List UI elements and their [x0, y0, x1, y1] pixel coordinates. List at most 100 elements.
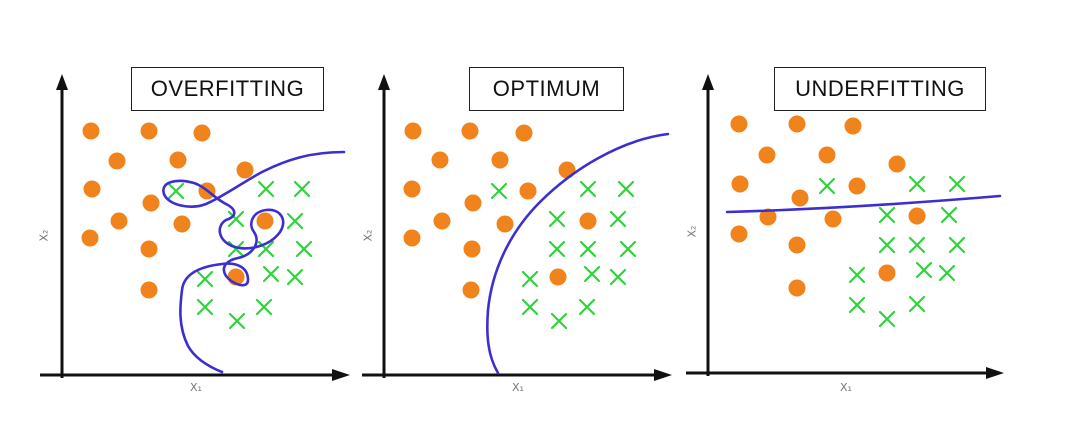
optimum-green-cross-5 — [609, 210, 627, 228]
underfitting-green-cross-4 — [878, 206, 896, 224]
underfitting-orange-point-13 — [730, 225, 748, 243]
underfitting-x-axis-arrow — [986, 367, 1004, 379]
overfitting-green-cross-3 — [293, 180, 311, 198]
underfitting-x-axis-label: X₁ — [840, 381, 852, 394]
optimum-green-cross-3 — [617, 180, 635, 198]
optimum-orange-point-4 — [431, 151, 449, 169]
underfitting-orange-point-10 — [759, 208, 777, 226]
underfitting-title: UNDERFITTING — [774, 67, 986, 111]
overfitting-green-cross-13 — [228, 312, 246, 330]
overfitting-green-cross-11 — [196, 270, 214, 288]
overfitting-decision-boundary — [162, 150, 346, 374]
optimum-green-cross-11 — [521, 270, 539, 288]
optimum-green-cross-14 — [578, 298, 596, 316]
overfitting-orange-point-11 — [173, 215, 191, 233]
overfitting-green-cross-5 — [286, 212, 304, 230]
overfitting-orange-point-13 — [81, 229, 99, 247]
optimum-orange-point-10 — [433, 212, 451, 230]
overfitting-green-cross-1 — [167, 182, 185, 200]
optimum-orange-point-8 — [464, 194, 482, 212]
optimum-green-cross-4 — [548, 210, 566, 228]
underfitting-green-cross-8 — [948, 236, 966, 254]
underfitting-green-cross-10 — [938, 264, 956, 282]
optimum-green-cross-12 — [521, 298, 539, 316]
optimum-green-cross-10 — [609, 268, 627, 286]
overfitting-orange-point-8 — [142, 194, 160, 212]
underfitting-orange-point-7 — [731, 175, 749, 193]
optimum-orange-point-13 — [403, 229, 421, 247]
underfitting-green-cross-14 — [908, 295, 926, 313]
underfitting-orange-point-8 — [791, 189, 809, 207]
optimum-orange-point-5 — [491, 151, 509, 169]
overfitting-green-cross-9 — [262, 265, 280, 283]
optimum-x-axis-arrow — [654, 369, 672, 381]
overfitting-orange-point-7 — [83, 180, 101, 198]
underfitting-green-cross-9 — [915, 261, 933, 279]
overfitting-green-cross-12 — [196, 298, 214, 316]
overfitting-x-axis-label: X₁ — [190, 381, 202, 394]
optimum-orange-point-6 — [558, 161, 576, 179]
underfitting-green-cross-7 — [908, 236, 926, 254]
overfitting-green-cross-10 — [286, 268, 304, 286]
underfitting-orange-point-12 — [908, 207, 926, 225]
optimum-decision-boundary — [486, 132, 670, 375]
optimum-orange-point-16 — [462, 281, 480, 299]
optimum-orange-point-11 — [496, 215, 514, 233]
optimum-orange-point-7 — [403, 180, 421, 198]
underfitting-orange-point-5 — [818, 146, 836, 164]
underfitting-orange-point-11 — [824, 210, 842, 228]
underfitting-orange-point-16 — [788, 279, 806, 297]
overfitting-green-cross-4 — [227, 210, 245, 228]
optimum-orange-point-14 — [463, 240, 481, 258]
optimum-green-cross-9 — [583, 265, 601, 283]
underfitting-y-axis-arrow — [702, 74, 714, 90]
optimum-title: OPTIMUM — [469, 67, 624, 111]
underfitting-orange-point-4 — [758, 146, 776, 164]
optimum-orange-point-1 — [404, 122, 422, 140]
overfitting-green-cross-8 — [295, 240, 313, 258]
optimum-orange-point-12 — [579, 212, 597, 230]
overfitting-orange-point-6 — [236, 161, 254, 179]
overfitting-orange-point-5 — [169, 151, 187, 169]
underfitting-y-axis-label: X₂ — [685, 225, 699, 238]
optimum-green-cross-7 — [579, 240, 597, 258]
underfitting-green-cross-11 — [848, 266, 866, 284]
optimum-y-axis-label: X₂ — [361, 229, 375, 242]
overfitting-orange-point-2 — [140, 122, 158, 140]
overfitting-orange-point-10 — [110, 212, 128, 230]
overfitting-orange-point-14 — [140, 240, 158, 258]
underfitting-orange-point-9 — [848, 177, 866, 195]
underfitting-green-cross-5 — [940, 206, 958, 224]
underfitting-green-cross-3 — [948, 175, 966, 193]
underfitting-green-cross-2 — [908, 175, 926, 193]
underfitting-green-cross-13 — [878, 310, 896, 328]
optimum-green-cross-1 — [490, 182, 508, 200]
underfitting-orange-point-15 — [878, 264, 896, 282]
optimum-green-cross-13 — [550, 312, 568, 330]
overfitting-y-axis-arrow — [56, 74, 68, 90]
overfitting-orange-point-1 — [82, 122, 100, 140]
underfitting-green-cross-1 — [818, 177, 836, 195]
optimum-green-cross-8 — [619, 240, 637, 258]
underfitting-orange-point-1 — [730, 115, 748, 133]
overfitting-green-cross-2 — [257, 180, 275, 198]
overfitting-x-axis-arrow — [332, 369, 350, 381]
underfitting-green-cross-6 — [878, 236, 896, 254]
underfitting-orange-point-2 — [788, 115, 806, 133]
optimum-y-axis-arrow — [378, 74, 390, 90]
optimum-x-axis-label: X₁ — [512, 381, 524, 394]
optimum-orange-point-2 — [461, 122, 479, 140]
optimum-orange-point-3 — [515, 124, 533, 142]
overfitting-orange-point-4 — [108, 152, 126, 170]
optimum-green-cross-2 — [579, 180, 597, 198]
optimum-orange-point-9 — [519, 182, 537, 200]
underfitting-green-cross-12 — [848, 296, 866, 314]
overfitting-green-cross-14 — [255, 298, 273, 316]
overfitting-orange-point-16 — [140, 281, 158, 299]
optimum-orange-point-15 — [549, 268, 567, 286]
underfitting-decision-boundary — [725, 194, 1002, 214]
optimum-green-cross-6 — [548, 240, 566, 258]
overfitting-title: OVERFITTING — [131, 67, 324, 111]
